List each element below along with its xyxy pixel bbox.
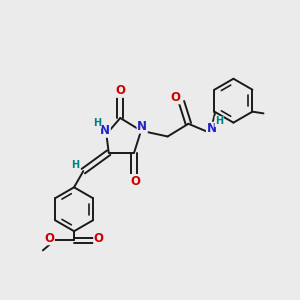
Text: O: O	[94, 232, 104, 244]
Text: H: H	[215, 116, 223, 127]
Text: O: O	[44, 232, 54, 244]
Text: H: H	[71, 160, 79, 170]
Text: N: N	[100, 124, 110, 137]
Text: H: H	[93, 118, 101, 128]
Text: N: N	[206, 122, 217, 135]
Text: N: N	[137, 120, 147, 133]
Text: O: O	[130, 175, 140, 188]
Text: O: O	[171, 91, 181, 104]
Text: O: O	[115, 84, 125, 97]
